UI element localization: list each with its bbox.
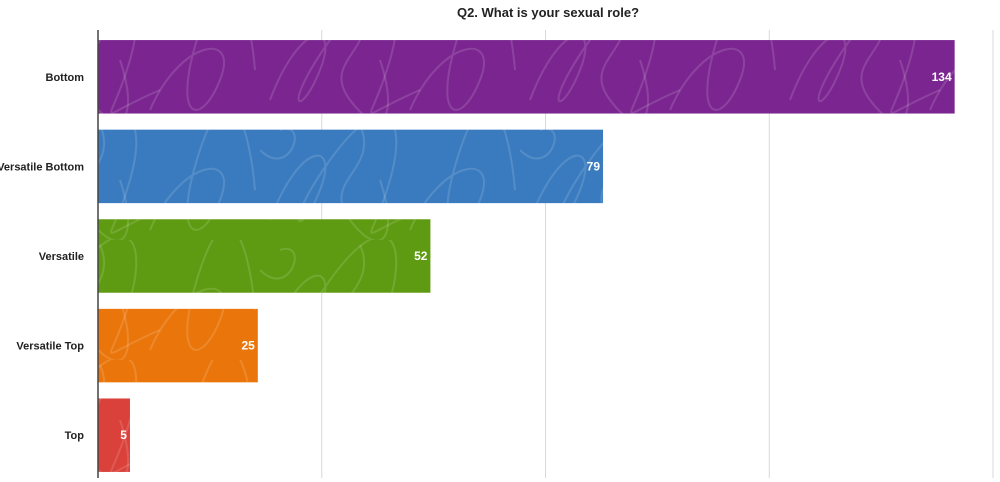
bars (98, 40, 955, 472)
bar-texture-versatile (98, 219, 431, 293)
category-label-bottom: Bottom (46, 72, 85, 84)
value-label-top: 5 (120, 428, 127, 442)
value-label-versatile: 52 (414, 249, 428, 263)
value-label-versatile-bottom: 79 (587, 159, 601, 173)
value-label-versatile-top: 25 (241, 339, 255, 353)
category-label-versatile: Versatile (39, 251, 84, 263)
bar-texture-top (98, 398, 130, 472)
bar-texture-versatile-bottom (98, 129, 604, 204)
value-labels: 134 79 52 25 5 (120, 70, 952, 442)
bar-texture-versatile-top (98, 308, 258, 383)
value-label-bottom: 134 (932, 70, 952, 84)
bar-texture-bottom (98, 40, 955, 114)
category-label-versatile-bottom: Versatile Bottom (0, 161, 84, 173)
category-label-top: Top (65, 430, 85, 442)
chart-title: Q2. What is your sexual role? (457, 5, 639, 20)
category-labels: Bottom Versatile Bottom Versatile Versatile… (0, 72, 84, 442)
category-label-versatile-top: Versatile Top (16, 341, 84, 353)
